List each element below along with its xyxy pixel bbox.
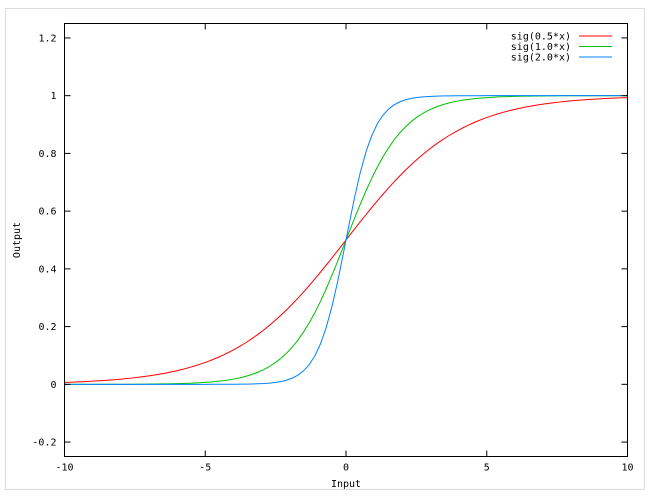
y-tick-label: 0.8 bbox=[38, 149, 56, 160]
y-tick-label: 1 bbox=[50, 91, 56, 102]
y-tick-label: 0 bbox=[50, 380, 56, 391]
x-tick-label: -5 bbox=[199, 463, 211, 474]
x-tick-label: -10 bbox=[55, 463, 73, 474]
y-tick-label: 0.4 bbox=[38, 264, 56, 275]
legend: sig(0.5*x)sig(1.0*x)sig(2.0*x) bbox=[511, 32, 612, 64]
y-tick-label: 0.2 bbox=[38, 322, 56, 333]
y-axis-label: Output bbox=[12, 222, 23, 258]
legend-label-1: sig(1.0*x) bbox=[511, 42, 571, 53]
x-axis-label: Input bbox=[331, 479, 361, 490]
chart-frame bbox=[5, 8, 645, 490]
series-line-2 bbox=[64, 95, 628, 385]
y-tick-label: 1.2 bbox=[38, 33, 56, 44]
y-tick-label: 0.6 bbox=[38, 207, 56, 218]
x-tick-label: 0 bbox=[343, 463, 349, 474]
y-tick-label: -0.2 bbox=[32, 438, 56, 449]
x-tick-label: 5 bbox=[484, 463, 490, 474]
x-tick-label: 10 bbox=[621, 463, 633, 474]
legend-label-2: sig(2.0*x) bbox=[511, 53, 571, 64]
legend-label-0: sig(0.5*x) bbox=[511, 32, 571, 43]
